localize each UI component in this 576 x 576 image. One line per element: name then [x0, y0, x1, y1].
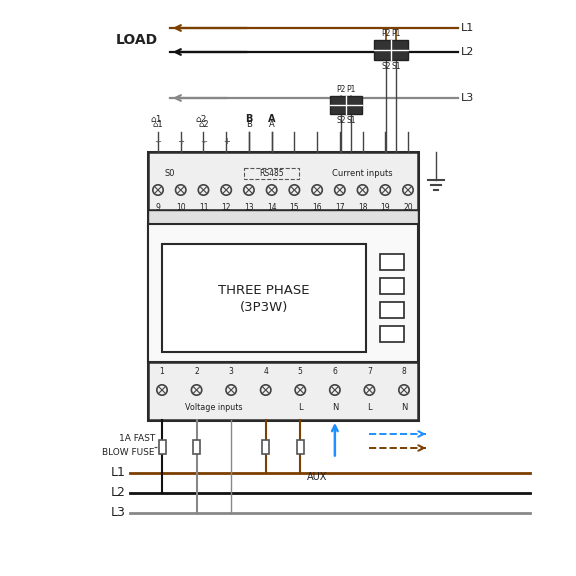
Text: +: + — [178, 139, 184, 145]
Text: S0: S0 — [164, 169, 175, 178]
Text: 6: 6 — [332, 367, 338, 376]
Text: P1: P1 — [392, 29, 401, 38]
Bar — [148, 152, 418, 210]
Text: 3: 3 — [229, 367, 234, 376]
Text: L: L — [298, 403, 302, 412]
Text: ⌂2: ⌂2 — [196, 115, 207, 124]
Text: AUX: AUX — [308, 472, 328, 483]
Bar — [244, 168, 300, 179]
Text: 15: 15 — [290, 203, 299, 212]
Text: A: A — [269, 120, 275, 129]
Text: N: N — [401, 403, 407, 412]
Text: ⌂1: ⌂1 — [153, 120, 164, 129]
Text: 18: 18 — [358, 203, 367, 212]
Bar — [193, 439, 200, 453]
Text: P2: P2 — [381, 29, 391, 38]
Text: Current inputs: Current inputs — [332, 169, 393, 178]
Text: 9: 9 — [156, 203, 161, 212]
Text: S2: S2 — [381, 62, 391, 71]
Text: Voltage inputs: Voltage inputs — [185, 403, 242, 412]
Text: L: L — [367, 403, 372, 412]
Text: P1: P1 — [346, 85, 355, 94]
Text: 20: 20 — [403, 203, 413, 212]
Text: 17: 17 — [335, 203, 344, 212]
Text: 5: 5 — [298, 367, 303, 376]
Text: 7: 7 — [367, 367, 372, 376]
Text: L2: L2 — [111, 487, 126, 499]
Text: 1A FAST: 1A FAST — [119, 434, 155, 443]
Text: LOAD: LOAD — [116, 33, 158, 47]
Text: L3: L3 — [461, 93, 474, 103]
Bar — [380, 326, 404, 342]
Text: RS485: RS485 — [259, 169, 284, 178]
Bar — [158, 439, 165, 453]
Text: −: − — [154, 138, 161, 146]
Text: 14: 14 — [267, 203, 276, 212]
Bar — [380, 278, 404, 294]
Bar — [380, 254, 404, 270]
Text: ⌂1: ⌂1 — [150, 115, 162, 124]
Bar — [148, 362, 418, 420]
Text: 13: 13 — [244, 203, 253, 212]
Text: 16: 16 — [312, 203, 322, 212]
Bar — [148, 152, 418, 420]
Text: S1: S1 — [391, 62, 401, 71]
Text: ⌂2: ⌂2 — [198, 120, 209, 129]
Text: +: + — [223, 139, 229, 145]
Text: 1: 1 — [160, 367, 164, 376]
Text: -: - — [202, 139, 204, 145]
Bar — [380, 302, 404, 318]
Bar — [374, 40, 408, 60]
Text: S1: S1 — [346, 116, 355, 125]
Bar — [262, 439, 269, 453]
Text: B: B — [246, 120, 252, 129]
Text: THREE PHASE: THREE PHASE — [218, 283, 310, 297]
Text: N: N — [332, 403, 338, 412]
Text: L2: L2 — [461, 47, 475, 57]
Text: L1: L1 — [461, 23, 474, 33]
Text: 19: 19 — [381, 203, 390, 212]
Text: B: B — [245, 114, 253, 124]
Text: A: A — [268, 114, 275, 124]
Text: 4: 4 — [263, 367, 268, 376]
Text: S2: S2 — [336, 116, 346, 125]
Text: 12: 12 — [221, 203, 231, 212]
Bar — [297, 439, 304, 453]
Text: +: + — [177, 138, 184, 146]
Text: 8: 8 — [401, 367, 407, 376]
Text: L3: L3 — [111, 506, 126, 520]
Text: L1: L1 — [111, 467, 126, 479]
Text: 10: 10 — [176, 203, 185, 212]
Text: +: + — [223, 138, 230, 146]
Text: 11: 11 — [199, 203, 208, 212]
Text: (3P3W): (3P3W) — [240, 301, 288, 313]
Bar — [148, 224, 418, 362]
Text: P2: P2 — [336, 85, 346, 94]
Text: BLOW FUSE: BLOW FUSE — [103, 448, 155, 457]
Text: −: − — [200, 138, 207, 146]
Text: 2: 2 — [194, 367, 199, 376]
Bar — [162, 244, 366, 352]
Bar — [148, 210, 418, 224]
Bar — [330, 96, 362, 114]
Text: -: - — [157, 139, 159, 145]
